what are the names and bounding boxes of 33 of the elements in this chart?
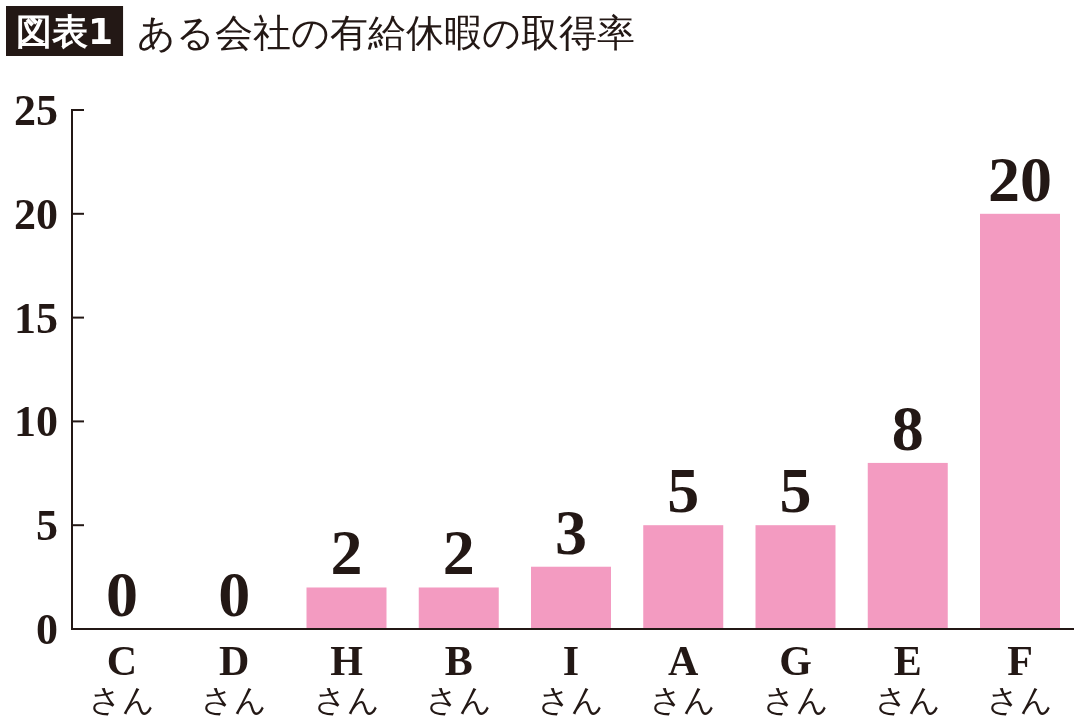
y-tick-label: 0 [36,605,58,654]
y-tick-label: 20 [14,189,58,239]
bar [643,525,724,629]
x-tick-label: G さん [762,638,829,719]
data-label: 0 [218,559,251,630]
x-tick-label: B さん [425,638,492,719]
data-label: 0 [106,559,138,630]
x-tick-label: E さん [874,638,941,719]
bar [306,587,387,629]
data-label: 2 [442,517,475,589]
x-tick-label: C さん [89,638,155,719]
x-tick-label: D さん [201,638,268,719]
y-tick-label: 25 [14,86,58,135]
bar [980,213,1060,629]
x-tick-label: F さん [987,638,1053,719]
bar [867,462,948,629]
x-tick-label: A さん [650,638,717,719]
y-tick-label: 10 [14,397,58,447]
data-label: 3 [555,496,587,568]
bar [531,566,611,629]
data-label: 5 [667,455,700,527]
bar [755,525,836,629]
data-label: 5 [779,455,812,527]
x-tick-label: H さん [313,638,380,719]
data-label: 20 [988,143,1052,215]
bar [418,587,499,629]
y-tick-label: 5 [36,501,58,551]
text: 図表1 [16,11,114,52]
data-label: 2 [330,517,363,589]
x-tick-label: I さん [538,638,604,719]
data-label: 8 [891,392,924,464]
chart-title: ある会社の有給休暇の取得率 [137,11,636,55]
y-tick-label: 15 [14,293,58,343]
